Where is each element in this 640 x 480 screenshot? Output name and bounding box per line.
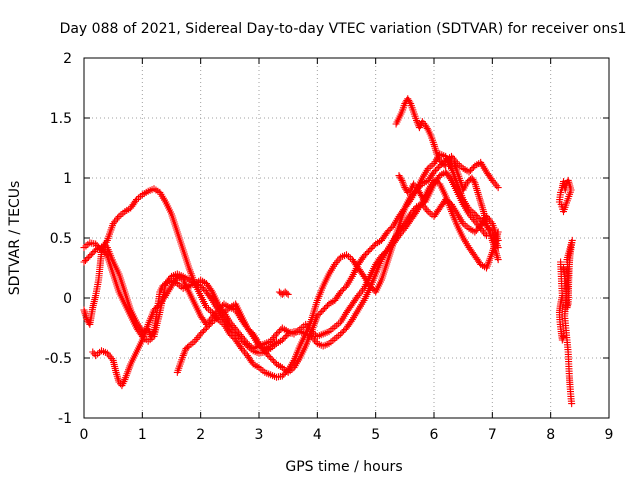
y-tick-label: 1 [63,171,72,187]
chart-title: Day 088 of 2021, Sidereal Day-to-day VTE… [60,21,627,37]
y-tick-label: -0.5 [45,351,72,367]
y-tick-label: -1 [58,411,72,427]
y-tick-label: 2 [63,51,72,67]
x-tick-label: 0 [80,427,89,443]
x-tick-label: 2 [196,427,205,443]
x-tick-label: 1 [138,427,147,443]
x-tick-label: 3 [255,427,264,443]
axis-ticks: 0 1 2 3 4 5 6 7 8 9 -1 -0.5 0 0.5 1 1.5 2 [45,51,614,443]
series-track-5 [173,288,292,376]
x-tick-label: 5 [371,427,380,443]
x-tick-label: 9 [605,427,614,443]
x-tick-label: 4 [313,427,322,443]
y-tick-label: 1.5 [50,111,72,127]
series-track-4 [89,150,502,390]
series-track-6 [392,95,502,264]
series-track-8 [555,176,576,408]
x-axis-label: GPS time / hours [285,459,402,475]
x-tick-label: 6 [430,427,439,443]
plot-frame [83,57,610,419]
data-points [80,95,576,408]
grid [84,58,609,418]
x-tick-label: 8 [546,427,555,443]
series-track-1 [80,152,502,381]
y-tick-label: 0 [63,291,72,307]
y-tick-label: 0.5 [50,231,72,247]
series-track-7 [395,168,490,240]
x-tick-label: 7 [488,427,497,443]
y-axis-label: SDTVAR / TECUs [7,181,23,296]
